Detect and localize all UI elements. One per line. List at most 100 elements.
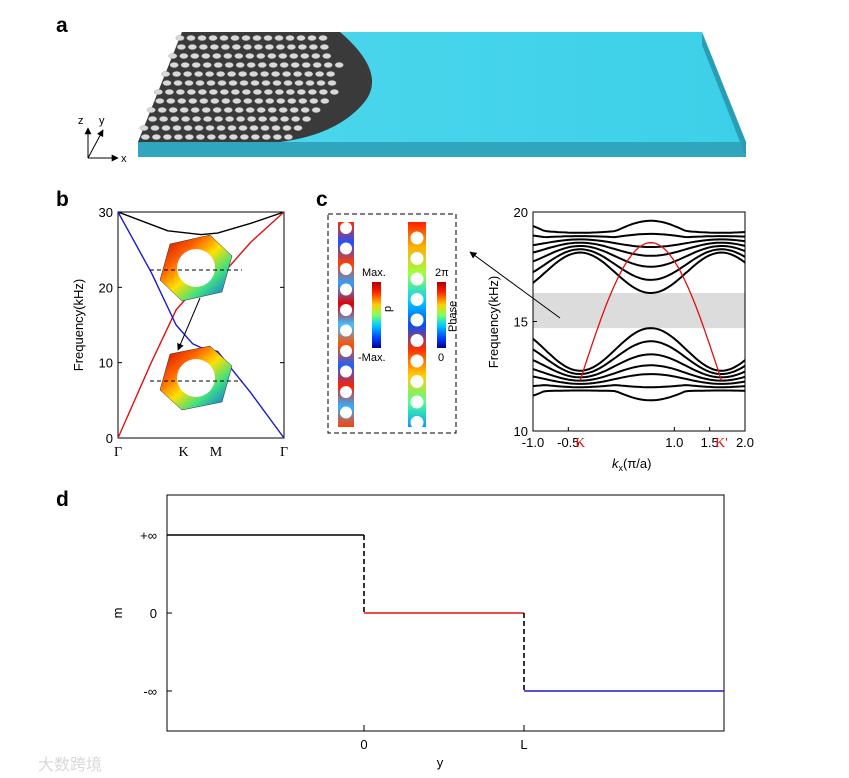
panel-c-upper-band — [532, 219, 746, 234]
crystal-pillar — [140, 134, 150, 140]
panel-d-ytick-label: 0 — [150, 606, 157, 621]
crystal-pillar — [256, 107, 266, 113]
crystal-pillar — [271, 71, 280, 77]
crystal-pillar — [231, 44, 241, 50]
panel-d-ytick-label: -∞ — [143, 684, 157, 699]
crystal-pillar — [183, 125, 193, 131]
crystal-pillar — [208, 89, 218, 95]
crystal-pillar — [249, 125, 259, 131]
crystal-pillar — [258, 116, 267, 122]
crystal-pillar — [201, 53, 211, 59]
inset-link-arrow — [177, 297, 201, 351]
crystal-pillar — [199, 98, 209, 104]
phase-colorbar — [437, 282, 446, 348]
panel-c-lower-band — [532, 353, 746, 379]
strip2-hole — [410, 293, 424, 306]
strip2-hole — [410, 252, 424, 265]
crystal-pillar — [260, 125, 270, 131]
crystal-pillar — [206, 80, 216, 86]
crystal-pillar — [311, 53, 321, 59]
crystal-pillar — [236, 116, 246, 122]
crystal-pillar — [250, 134, 260, 140]
crystal-pillar — [304, 71, 313, 77]
strip1-hole — [340, 406, 352, 419]
crystal-pillar — [219, 35, 229, 41]
crystal-pillar — [282, 71, 291, 77]
panel-b-ytick-label: 30 — [99, 205, 113, 220]
supercell-box — [327, 213, 457, 434]
crystal-pillar — [172, 125, 182, 131]
crystal-pillar — [212, 53, 222, 59]
crystal-pillar — [280, 116, 289, 122]
supercell-pointer-arrow — [469, 251, 561, 319]
strip1-hole — [340, 324, 352, 337]
crystal-pillar — [267, 107, 277, 113]
crystal-pillar — [329, 89, 339, 95]
crystal-pillar — [308, 44, 318, 50]
crystal-pillar — [195, 80, 205, 86]
panel-c-xtick-label: -1.0 — [522, 435, 544, 450]
panel-c-xlabel: kx(π/a) — [612, 456, 651, 473]
crystal-pillar — [289, 107, 299, 113]
field-inset-upper — [150, 234, 242, 302]
crystal-pillar — [278, 107, 288, 113]
crystal-pillar — [261, 134, 271, 140]
pressure-colorbar-max: Max. — [362, 267, 386, 279]
strip2-hole — [410, 416, 424, 429]
crystal-pillar — [172, 71, 182, 77]
crystal-pillar — [291, 116, 300, 122]
phase-colorbar-title: Phase — [447, 301, 459, 332]
crystal-pillar — [283, 80, 293, 86]
crystal-pillar — [271, 125, 281, 131]
crystal-pillar — [139, 125, 149, 131]
crystal-pillar — [272, 80, 282, 86]
strip2-holes — [410, 231, 424, 429]
crystal-pillar — [293, 125, 303, 131]
crystal-pillar — [234, 53, 244, 59]
crystal-pillar — [162, 80, 172, 86]
crystal-pillar — [209, 44, 219, 50]
crystal-pillar — [326, 71, 335, 77]
crystal-pillar — [245, 107, 255, 113]
crystal-pillar — [173, 134, 183, 140]
crystal-pillar — [276, 98, 286, 104]
crystal-pillar — [257, 62, 267, 68]
panel-c-upper-band — [532, 238, 746, 248]
crystal-pillar — [205, 125, 215, 131]
slab-front-face — [138, 142, 746, 157]
crystal-pillar — [148, 116, 158, 122]
axis-x-label: x — [121, 153, 127, 165]
strip1-hole — [340, 304, 352, 316]
crystal-pillar — [151, 134, 161, 140]
crystal-pillar — [159, 116, 169, 122]
panel-c-xtick-label: 2.0 — [736, 435, 754, 450]
crystal-pillar — [169, 62, 179, 68]
crystal-pillar — [195, 134, 205, 140]
crystal-pillar — [261, 80, 271, 86]
crystal-pillar — [227, 71, 237, 77]
panel-b-xtick-label: Γ — [280, 445, 288, 460]
panel-a-label: a — [56, 14, 68, 37]
strip1-hole — [340, 242, 352, 255]
crystal-pillar — [245, 53, 255, 59]
crystal-pillars — [139, 35, 344, 140]
crystal-pillar — [228, 134, 238, 140]
panel-b-band-0 — [117, 211, 285, 236]
crystal-pillar — [293, 71, 302, 77]
crystal-pillar — [252, 89, 262, 95]
panel-b-ytick-label: 10 — [99, 356, 113, 371]
panel-c-valley-label: K — [575, 436, 585, 451]
panel-b-xtick-label: M — [210, 445, 223, 460]
crystal-pillar — [239, 80, 249, 86]
crystal-pillar — [241, 35, 251, 41]
panel-c-upper-band — [532, 232, 746, 239]
crystal-pillar — [213, 62, 223, 68]
crystal-pillar — [184, 134, 194, 140]
crystal-pillar — [300, 107, 310, 113]
crystal-pillar — [155, 98, 165, 104]
crystal-pillar — [228, 80, 238, 86]
crystal-pillar — [157, 107, 167, 113]
crystal-pillar — [208, 35, 218, 41]
strip1-hole — [340, 386, 352, 398]
